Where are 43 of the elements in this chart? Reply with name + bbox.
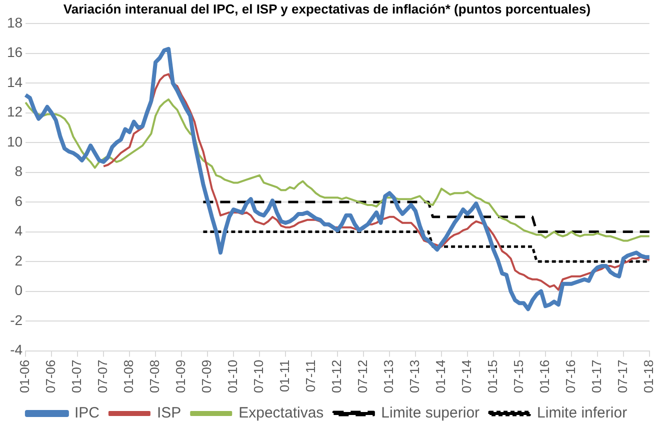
y-tick-label: 6	[14, 192, 23, 209]
x-tick-label: 01-14	[433, 360, 448, 393]
x-tick-label: 07-15	[511, 360, 526, 393]
x-tick-label: 07-08	[147, 360, 162, 393]
chart-title: Variación interanual del IPC, el ISP y expectativas de inflación* (puntos porcentuales)	[63, 1, 591, 16]
x-tick-label: 07-17	[614, 360, 630, 393]
x-tick-label: 07-09	[199, 360, 214, 393]
y-tick-label: 10	[6, 133, 23, 150]
x-tick-label: 07-10	[251, 360, 266, 393]
legend-label: Expectativas	[238, 404, 324, 422]
legend-label: Limite inferior	[537, 404, 628, 422]
x-tick-label: 01-07	[69, 360, 84, 393]
x-tick-label: 07-11	[303, 360, 318, 392]
legend-label: IPC	[74, 404, 100, 422]
y-tick-label: 16	[6, 44, 23, 60]
x-tick-label: 01-06	[17, 360, 32, 393]
x-tick-label: 07-07	[95, 360, 110, 393]
x-tick-label: 01-18	[640, 360, 656, 393]
y-tick-label: 18	[6, 14, 23, 30]
x-tick-label: 01-08	[121, 360, 136, 393]
y-tick-label: 8	[14, 163, 23, 180]
y-tick-label: 0	[14, 282, 23, 298]
y-tick-label: -2	[10, 312, 23, 328]
x-tick-label: 01-15	[485, 360, 500, 393]
x-tick-label: 01-16	[537, 360, 552, 393]
x-tick-label: 07-13	[407, 360, 422, 393]
y-tick-label: 14	[6, 74, 23, 90]
y-tick-label: 4	[14, 222, 23, 239]
x-tick-label: 01-09	[173, 360, 188, 393]
x-tick-label: 01-10	[225, 360, 240, 393]
legend-label: ISP	[156, 404, 182, 422]
x-tick-label: 07-14	[459, 360, 474, 393]
y-tick-label: 2	[14, 252, 23, 268]
x-tick-label: 01-11	[277, 360, 292, 392]
x-tick-label: 01-13	[381, 360, 396, 393]
legend-label: Limite superior	[381, 404, 480, 422]
x-tick-label: 07-12	[355, 360, 370, 393]
x-tick-label: 07-16	[563, 360, 578, 393]
y-tick-label: -4	[10, 342, 23, 358]
y-tick-label: 12	[6, 104, 23, 120]
x-tick-label: 01-17	[588, 360, 604, 393]
x-tick-label: 01-12	[329, 360, 344, 393]
x-tick-label: 07-06	[43, 360, 58, 393]
